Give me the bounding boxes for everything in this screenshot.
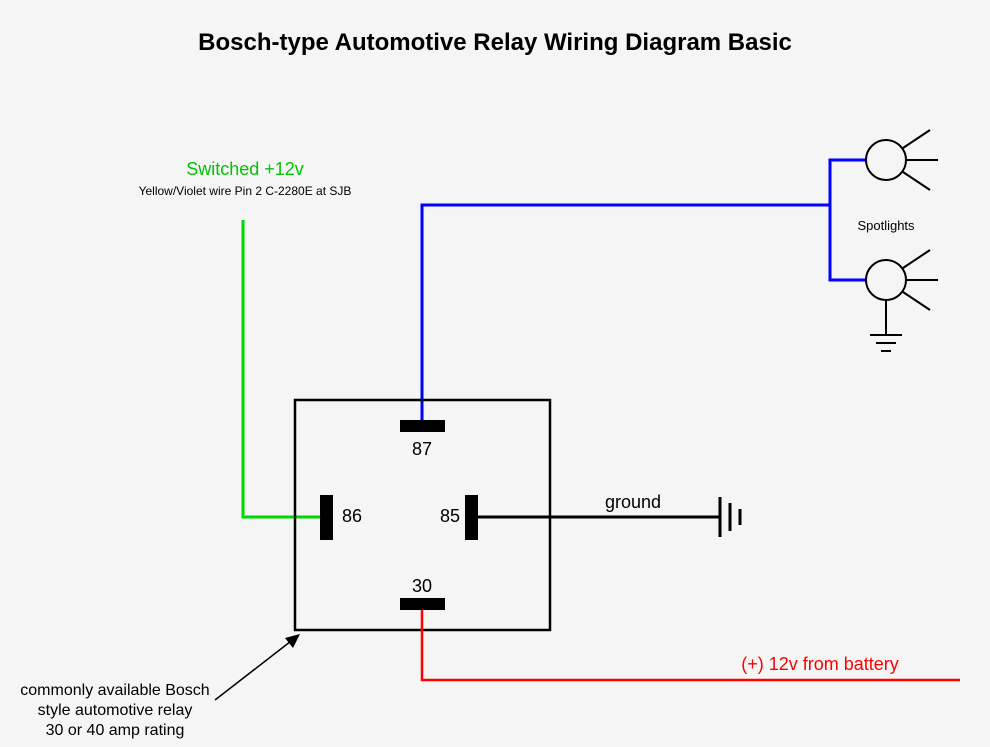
pin-87	[400, 420, 445, 432]
wiring-diagram: Bosch-type Automotive Relay Wiring Diagr…	[0, 0, 990, 747]
pin-86-label: 86	[342, 506, 362, 526]
pin-30	[400, 598, 445, 610]
label-switched-12v: Switched +12v	[186, 159, 304, 179]
pin-86	[320, 495, 333, 540]
label-switched-12v-sub: Yellow/Violet wire Pin 2 C-2280E at SJB	[139, 184, 352, 198]
label-battery-12v: (+) 12v from battery	[741, 654, 899, 674]
pin-30-label: 30	[412, 576, 432, 596]
canvas-bg	[0, 0, 990, 747]
note-line1: commonly available Bosch	[20, 682, 209, 699]
pin-85-label: 85	[440, 506, 460, 526]
label-spotlights: Spotlights	[857, 218, 915, 233]
note-line2: style automotive relay	[38, 702, 193, 719]
label-ground: ground	[605, 492, 661, 512]
pin-85	[465, 495, 478, 540]
diagram-title: Bosch-type Automotive Relay Wiring Diagr…	[198, 29, 792, 56]
note-line3: 30 or 40 amp rating	[46, 722, 185, 739]
pin-87-label: 87	[412, 439, 432, 459]
